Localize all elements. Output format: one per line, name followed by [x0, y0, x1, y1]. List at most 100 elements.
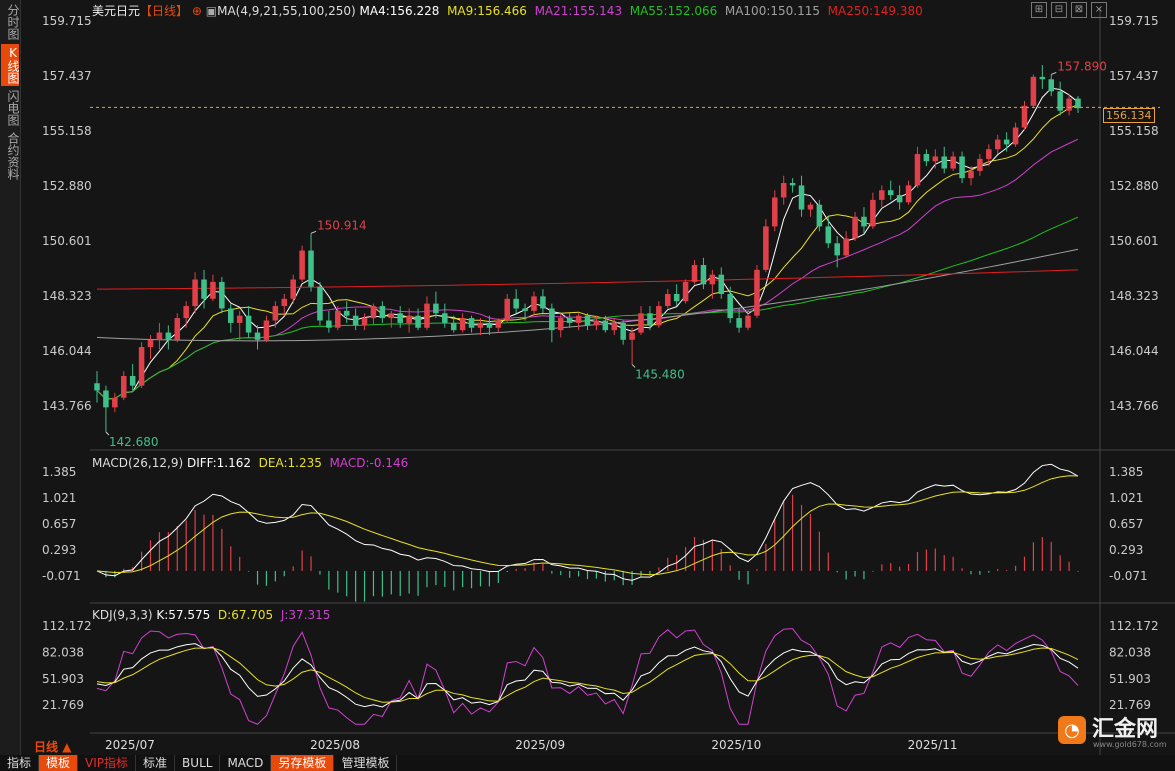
kdj-j: J:37.315: [280, 608, 331, 622]
candle-body: [593, 320, 600, 326]
y-tick-label: 150.601: [1109, 234, 1159, 248]
candle-body: [540, 296, 546, 309]
bottom-item-vip[interactable]: VIP指标: [78, 755, 137, 771]
candle-body: [959, 156, 965, 179]
candle-body: [245, 315, 252, 333]
sidebar-item-contract[interactable]: 合约资料: [6, 132, 20, 180]
candle-body: [870, 199, 876, 227]
sidebar-item-timeshare[interactable]: 分时图: [6, 4, 20, 40]
layout-icon[interactable]: ⊟: [1051, 2, 1067, 18]
candle-body: [138, 347, 145, 386]
logo-url: www.gold678.com: [1093, 740, 1167, 749]
candle-body: [450, 322, 457, 331]
low-annotation: 145.480: [635, 367, 685, 381]
ma55-value: MA55:152.066: [629, 4, 718, 18]
period-tag[interactable]: 【日线】: [140, 4, 189, 18]
candle-body: [1012, 127, 1019, 145]
macd-y-tick-label: 0.293: [1109, 543, 1143, 557]
bottom-item-save-template[interactable]: 另存模板: [271, 755, 335, 771]
ma4-line: [96, 87, 1079, 400]
candle-body: [807, 204, 814, 210]
fullscreen-icon[interactable]: ⊞: [1031, 2, 1047, 18]
candle-body: [343, 310, 350, 316]
candle-body: [504, 298, 511, 321]
candle-body: [682, 281, 689, 302]
macd-y-tick-label: 1.385: [42, 465, 76, 479]
macd-y-tick-label: 0.657: [1109, 517, 1143, 531]
candle-body: [879, 190, 885, 200]
annotation-pointer: [105, 431, 110, 436]
candle-body: [442, 313, 448, 323]
bottom-item-bull[interactable]: BULL: [175, 755, 221, 771]
main-chart-header: 美元日元【日线】 ⊕ ▣MA(4,9,21,55,100,250) MA4:15…: [92, 2, 923, 19]
period-label[interactable]: 日线 ▲: [34, 738, 71, 755]
y-tick-label: 155.158: [42, 124, 92, 138]
macd-y-tick-label: 0.293: [42, 543, 76, 557]
ma9-line: [96, 104, 1079, 400]
ma9-value: MA9:156.466: [447, 4, 527, 18]
candle-body: [994, 139, 1001, 150]
annotation-pointer: [631, 364, 636, 368]
bottom-item-macd[interactable]: MACD: [220, 755, 272, 771]
candle-body: [1075, 98, 1081, 109]
kdj-y-tick-label: 21.769: [1109, 698, 1151, 712]
sidebar-item-flash[interactable]: 闪电图: [6, 90, 20, 126]
candle-body: [370, 306, 377, 319]
bottom-item-manage-template[interactable]: 管理模板: [334, 755, 398, 771]
candle-body: [120, 375, 127, 398]
candle-body: [486, 322, 493, 328]
candle-body: [326, 320, 332, 328]
candle-body: [905, 185, 912, 203]
candle-body: [388, 313, 395, 319]
bottom-item-standard[interactable]: 标准: [136, 755, 176, 771]
low-annotation: 142.680: [109, 435, 159, 449]
close-icon[interactable]: ×: [1091, 2, 1107, 18]
candle-body: [290, 279, 296, 299]
logo-text: 汇金网: [1092, 717, 1159, 742]
settings-icon[interactable]: ⊕: [191, 4, 202, 18]
candle-body: [272, 306, 279, 321]
candle-body: [281, 298, 288, 307]
kdj-y-tick-label: 51.903: [1109, 672, 1151, 686]
candle-body: [861, 216, 867, 227]
symbol-name: 美元日元: [92, 4, 141, 18]
kdj-y-tick-label: 112.172: [42, 619, 92, 633]
candle-body: [843, 238, 849, 256]
candle-body: [352, 315, 359, 326]
y-tick-label: 157.437: [1109, 69, 1159, 83]
candle-body: [308, 250, 314, 287]
candle-body: [736, 318, 742, 328]
triangle-up-icon: ▲: [62, 740, 72, 754]
candle-body: [397, 313, 403, 323]
logo: ◔ 汇金网: [1058, 716, 1158, 744]
candle-body: [201, 279, 207, 299]
macd-y-tick-label: -0.071: [42, 569, 81, 583]
grid-icon[interactable]: ⊠: [1071, 2, 1087, 18]
kdj-k: K:57.575: [156, 608, 211, 622]
y-tick-label: 157.437: [42, 69, 92, 83]
candle-body: [415, 315, 421, 328]
ma250-line: [96, 269, 1079, 290]
candle-body: [896, 195, 903, 203]
current-price-tag: 156.134: [1103, 108, 1155, 123]
candle-body: [673, 293, 680, 302]
candle-body: [94, 383, 100, 391]
candle-body: [112, 397, 118, 408]
candle-body: [165, 332, 172, 340]
ma-icon: ▣: [205, 4, 218, 18]
candle-body: [611, 322, 618, 331]
y-tick-label: 148.323: [1109, 289, 1159, 303]
candle-body: [433, 303, 439, 314]
bottom-item-indicator[interactable]: 指标: [0, 755, 40, 771]
sidebar-item-kline[interactable]: K线图: [1, 44, 20, 86]
candle-body: [602, 320, 609, 331]
candle-body: [825, 226, 832, 244]
bottom-item-template[interactable]: 模板: [39, 755, 79, 771]
ma100-value: MA100:150.115: [724, 4, 820, 18]
candle-body: [834, 243, 840, 256]
candle-body: [406, 315, 412, 323]
candle-body: [718, 274, 725, 294]
candle-body: [263, 320, 270, 340]
candle-body: [522, 308, 528, 311]
